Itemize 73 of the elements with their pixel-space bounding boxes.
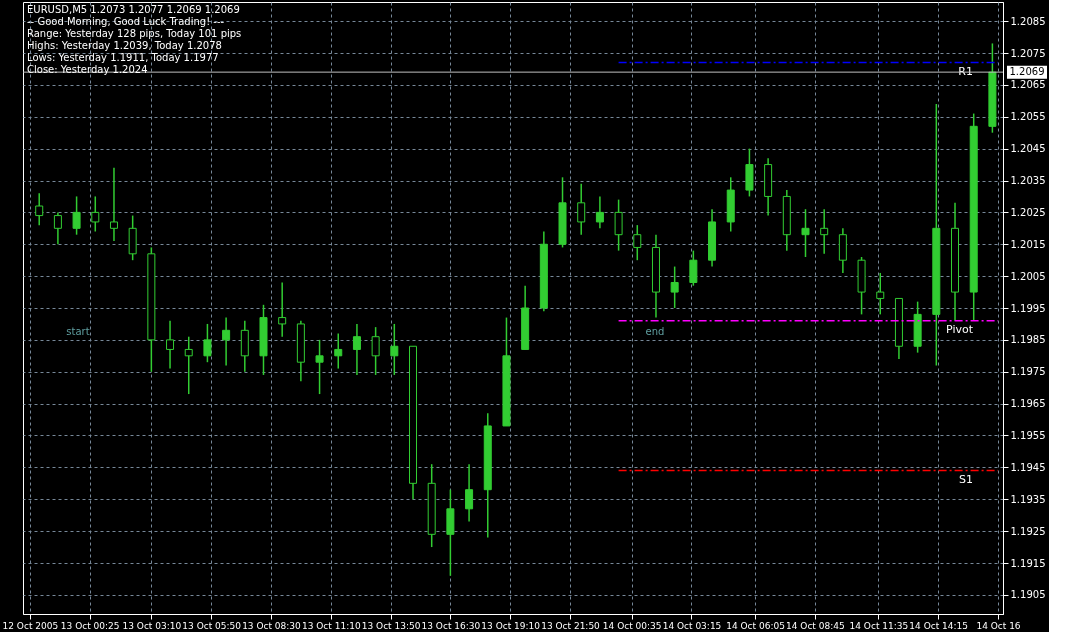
annotation: start [66,326,90,338]
candlestick [315,339,324,395]
x-tick-label: 14 Oct 14:15 [909,620,969,631]
y-tick-label: 1.2075 [1010,47,1046,59]
candlestick [222,316,231,367]
x-tick-label: 13 Oct 05:50 [182,620,242,631]
chart-title: EURUSD,M5 1.2073 1.2077 1.2069 1.2069 [27,4,240,15]
x-tick-label: 13 Oct 08:30 [242,620,302,631]
candlestick [595,195,604,230]
candlestick [670,265,679,309]
y-tick-label: 1.1905 [1010,589,1046,601]
candlestick [876,272,885,316]
y-tick-label: 1.1935 [1010,493,1046,505]
candlestick [35,192,44,226]
candlestick [577,182,586,236]
x-tick-label: 13 Oct 11:10 [301,620,361,631]
candlestick [390,323,399,376]
y-tick-label: 1.2045 [1010,143,1046,155]
ref-line-label: 1.2069 [1009,66,1045,78]
candlestick [334,332,343,370]
series-label: Pivot [945,322,974,336]
candlestick [203,323,212,363]
x-tick-label: 13 Oct 21:50 [541,620,601,631]
x-tick-label: 14 Oct 16 [976,620,1021,631]
y-tick-label: 1.2035 [1010,175,1046,186]
y-tick-label: 1.1995 [1010,302,1046,314]
series-label: R1 [958,64,973,78]
y-tick-label: 1.2005 [1010,270,1046,282]
y-tick-label: 1.1955 [1010,430,1046,441]
y-tick-label: 1.1915 [1010,557,1046,569]
x-tick-label: 14 Oct 00:35 [602,620,662,631]
candlestick [352,323,361,376]
candlestick [633,224,642,261]
x-tick-label: 13 Oct 13:50 [361,620,421,631]
y-tick-label: 1.1965 [1010,398,1046,410]
candlestick [166,320,175,370]
candlestick [689,249,698,287]
annotation: Lows: Yesterday 1.1911, Today 1.1977 [27,52,219,63]
annotation: Range: Yesterday 128 pips, Today 101 pips [27,28,242,39]
y-tick-label: 1.2015 [1010,238,1046,250]
y-tick-label: 1.2055 [1010,111,1046,123]
candlestick [801,208,810,258]
x-tick-label: 12 Oct 2005 [2,620,59,631]
y-tick-label: 1.2065 [1010,79,1046,91]
x-tick-label: 13 Oct 16:30 [421,620,481,631]
annotation: Close: Yesterday 1.2024 [27,64,148,75]
candlestick [184,335,193,395]
series-label: S1 [959,472,973,486]
x-tick-label: 14 Oct 03:15 [662,620,722,631]
y-tick-label: 1.1925 [1010,525,1046,537]
candlestick [465,463,474,523]
x-tick-label: 13 Oct 00:25 [60,620,120,631]
y-tick-label: 1.1975 [1010,366,1046,378]
candlestick [91,195,100,233]
candlestick [72,195,81,236]
y-tick-label: 1.1985 [1010,334,1046,346]
candlestick [614,198,623,252]
x-tick-label: 14 Oct 08:45 [786,620,845,631]
y-tick-label: 1.1945 [1010,461,1046,473]
x-tick-label: 13 Oct 19:10 [481,620,541,631]
candlestick [109,167,118,242]
candlestick [53,211,62,245]
y-tick-label: 1.2085 [1010,15,1046,27]
candlestick [371,326,380,376]
y-tick-label: 1.2025 [1010,206,1046,218]
text: -- Good Morning, Good Luck Trading! --- [27,16,225,27]
x-tick-label: 13 Oct 03:10 [122,620,182,631]
candlestick [820,208,829,255]
x-tick-label: 14 Oct 11:35 [849,620,909,631]
annotation: end [645,326,665,338]
x-tick-label: 14 Oct 06:05 [726,620,785,631]
candlestick [278,281,287,338]
annotation: Highs: Yesterday 1.2039, Today 1.2078 [27,40,222,51]
